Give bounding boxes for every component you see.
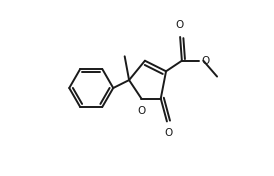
Text: O: O xyxy=(164,128,172,138)
Text: O: O xyxy=(175,20,183,30)
Text: O: O xyxy=(201,56,209,66)
Text: O: O xyxy=(137,106,145,117)
